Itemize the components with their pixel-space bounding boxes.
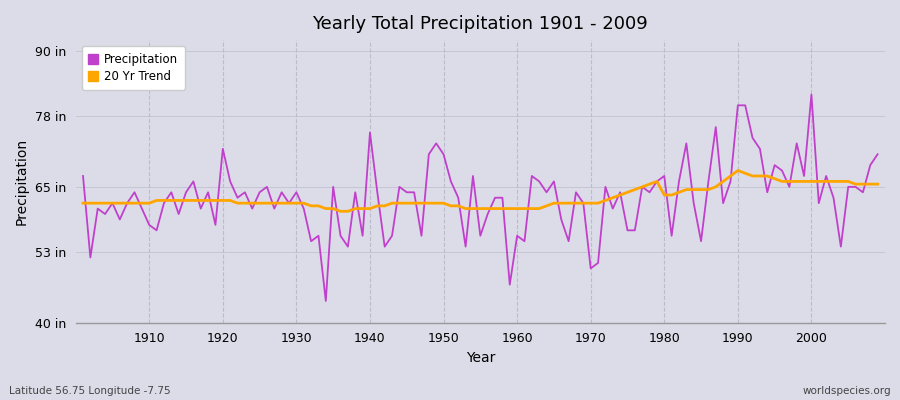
- Y-axis label: Precipitation: Precipitation: [15, 138, 29, 225]
- Title: Yearly Total Precipitation 1901 - 2009: Yearly Total Precipitation 1901 - 2009: [312, 15, 648, 33]
- Text: worldspecies.org: worldspecies.org: [803, 386, 891, 396]
- Legend: Precipitation, 20 Yr Trend: Precipitation, 20 Yr Trend: [82, 46, 185, 90]
- X-axis label: Year: Year: [465, 351, 495, 365]
- Text: Latitude 56.75 Longitude -7.75: Latitude 56.75 Longitude -7.75: [9, 386, 171, 396]
